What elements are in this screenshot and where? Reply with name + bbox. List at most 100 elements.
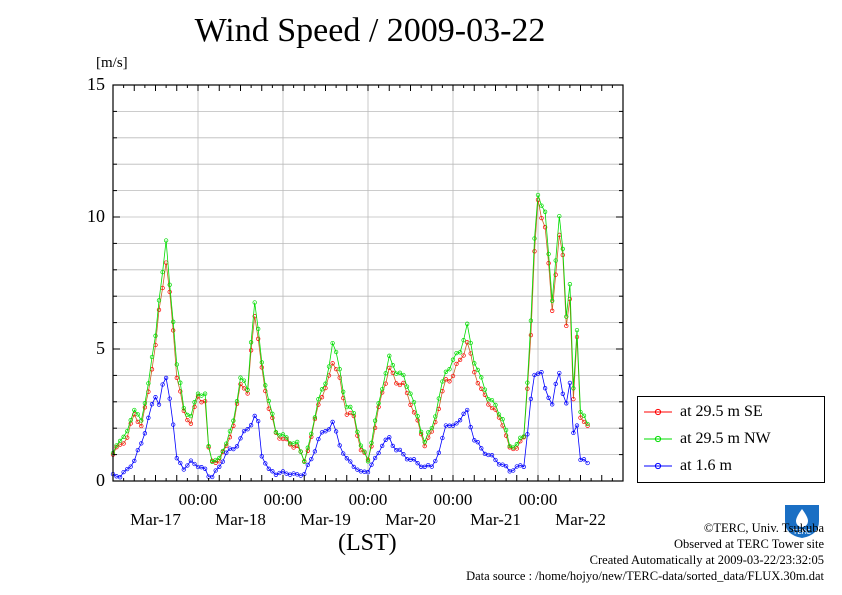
data-point [426,462,431,468]
data-point [309,431,314,436]
data-point [578,415,583,420]
data-point [472,370,477,375]
data-point [397,370,403,375]
data-point [461,411,466,416]
data-point [139,423,144,429]
data-point [337,375,342,380]
data-point [415,461,420,466]
x-date-label: Mar-20 [385,510,436,529]
data-point [436,396,441,401]
series-line [112,199,588,464]
data-point [465,321,470,326]
data-point [560,391,565,396]
data-point [241,378,247,383]
x-date-label: Mar-21 [470,510,521,529]
data-point [163,238,169,243]
legend-marker-nw [644,435,672,443]
data-point [447,379,452,384]
data-point [511,445,516,450]
data-point [319,387,325,392]
data-point [433,414,438,419]
data-point [167,289,172,295]
data-point [330,340,335,346]
data-point [302,459,307,464]
data-point [550,298,555,303]
data-point [199,393,204,398]
data-point [567,380,573,386]
data-point [125,428,130,434]
data-point [181,467,186,472]
data-point [241,386,247,391]
data-point [528,396,534,402]
data-point [234,399,240,404]
data-point [305,445,310,450]
data-point [503,463,509,469]
data-point [199,465,204,470]
data-point [542,386,548,391]
data-point [231,446,236,452]
data-point [397,447,403,453]
data-point [493,402,498,408]
data-point [564,401,569,406]
credits: ©TERC, Univ. Tsukuba Observed at TERC To… [466,520,824,584]
data-point [422,439,427,445]
data-point [210,474,215,480]
data-point [376,401,381,406]
data-point [429,464,434,469]
y-tick-label: 5 [96,338,105,358]
data-point [351,410,356,416]
data-point [564,314,569,319]
y-tick-label: 10 [87,206,105,226]
data-point [358,443,364,448]
data-point [372,455,378,461]
data-point [578,409,583,415]
data-point [121,434,126,439]
data-point [489,397,495,403]
data-point [149,402,155,407]
x-tick-time-label: 00:00 [178,490,218,509]
data-point [142,401,148,406]
data-point [266,398,271,404]
data-point [323,429,328,434]
data-point [305,462,310,468]
data-point [344,412,349,417]
data-point [192,461,197,467]
data-point [440,435,445,441]
data-point [280,469,286,474]
data-point [557,213,562,219]
data-point [167,396,172,401]
data-point [475,440,480,445]
data-point [365,470,371,475]
data-point [387,353,392,358]
data-point [309,456,314,462]
data-point [256,418,261,424]
ticks [113,85,623,481]
data-point [539,370,544,375]
y-tick-label: 15 [87,74,105,94]
credit-copyright: ©TERC, Univ. Tsukuba [703,521,824,535]
data-point [433,458,438,464]
data-point [146,415,151,420]
data-point [457,357,463,363]
data-point [132,458,137,464]
data-point [125,466,130,472]
data-point [511,468,516,473]
data-point [355,429,360,434]
data-point [348,404,353,410]
data-point [259,365,264,370]
legend-label-low: at 1.6 m [680,457,732,474]
data-point [461,338,466,343]
data-point [507,443,512,449]
data-point [156,402,162,407]
data-point [188,421,194,426]
data-point [585,460,590,466]
data-point [532,236,537,241]
data-point [217,455,222,461]
data-point [149,354,155,360]
chart-title: Wind Speed / 2009-03-22 [194,12,546,49]
data-point [178,389,183,394]
data-point [443,377,449,382]
x-date-label: Mar-18 [215,510,266,529]
data-point [248,348,254,353]
